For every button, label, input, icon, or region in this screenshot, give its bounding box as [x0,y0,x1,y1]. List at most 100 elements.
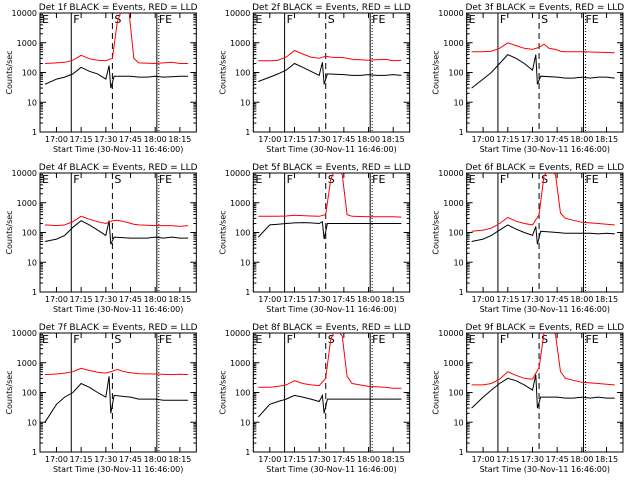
y-tick-label: 10 [453,98,463,107]
x-tick-label: 18:00 [144,295,167,304]
x-tick-label: 17:15 [70,135,93,144]
y-tick-label: 10000 [438,9,463,18]
x-tick-label: 17:30 [308,455,331,464]
x-axis-label: Start Time (30-Nov-11 16:46:00) [266,465,396,474]
interval-marker-label: FE [159,13,172,26]
x-tick-label: 17:00 [258,295,281,304]
x-tick-label: 17:00 [472,135,495,144]
interval-marker-label: F [500,173,506,186]
x-tick-label: 17:30 [94,455,117,464]
y-tick-label: 1000 [443,199,463,208]
y-tick-label: 10000 [438,169,463,178]
y-tick-label: 100 [448,69,463,78]
y-tick-label: 1 [459,448,464,457]
series-line-events [258,62,402,85]
x-tick-label: 18:00 [144,135,167,144]
y-tick-label: 1000 [230,39,250,48]
y-tick-label: 1 [245,448,250,457]
x-tick-label: 17:30 [308,295,331,304]
interval-marker-label: F [500,333,506,346]
interval-marker-label: E [469,333,476,346]
x-tick-label: 17:15 [283,295,306,304]
plot-frame [252,332,411,453]
interval-marker-label: E [42,333,49,346]
x-tick-label: 17:45 [546,295,569,304]
series-line-events [44,376,189,423]
y-axis-label: Counts/sec [432,370,441,414]
y-tick-label: 10000 [12,9,37,18]
panel-title: Det 5f BLACK = Events, RED = LLD [252,163,411,173]
panel-title: Det 1f BLACK = Events, RED = LLD [39,3,198,13]
series-line-lld [471,173,615,232]
x-tick-label: 18:15 [595,135,618,144]
series-line-events [471,53,615,89]
y-tick-label: 1000 [17,359,37,368]
series-line-events [471,374,615,409]
x-tick-label: 18:15 [382,135,405,144]
x-tick-label: 17:45 [119,135,142,144]
y-tick-label: 1000 [443,359,463,368]
y-tick-label: 10 [240,418,250,427]
x-tick-label: 18:00 [570,135,593,144]
x-tick-label: 18:15 [382,455,405,464]
x-axis-label: Start Time (30-Nov-11 16:46:00) [480,305,610,314]
y-tick-label: 10 [240,98,250,107]
series-line-events [257,220,402,240]
interval-marker-label: S [541,13,548,26]
interval-marker-label: FE [159,333,172,346]
interval-marker-label: E [255,173,262,186]
interval-marker-label: S [541,173,548,186]
x-tick-label: 17:00 [472,295,495,304]
interval-marker-label: FE [159,173,172,186]
x-tick-label: 17:15 [70,295,93,304]
chart-panel-4: Det 4f BLACK = Events, RED = LLD 1 10 100 10… [5,163,198,314]
chart-panel-7: Det 7f BLACK = Events, RED = LLD 1 10 100 10… [5,323,198,474]
y-axis-label: Counts/sec [432,50,441,94]
y-tick-label: 10 [27,418,37,427]
interval-marker-label: F [287,333,293,346]
y-tick-label: 1000 [230,199,250,208]
panel-title: Det 6f BLACK = Events, RED = LLD [465,163,624,173]
series-line-lld [258,49,402,62]
x-tick-label: 17:15 [283,455,306,464]
y-tick-label: 10000 [12,329,37,338]
series-line-events [44,220,189,245]
interval-marker-label: E [255,13,262,26]
plot-frame [39,12,197,133]
plot-frame [466,12,624,133]
x-axis-label: Start Time (30-Nov-11 16:46:00) [53,305,183,314]
interval-marker-label: FE [372,173,385,186]
x-axis-label: Start Time (30-Nov-11 16:46:00) [266,145,396,154]
y-tick-label: 100 [235,229,250,238]
x-tick-label: 17:15 [496,455,519,464]
x-tick-label: 17:45 [119,295,142,304]
x-axis-label: Start Time (30-Nov-11 16:46:00) [53,465,183,474]
interval-marker-label: F [73,173,79,186]
interval-marker-label: E [255,333,262,346]
x-tick-label: 17:00 [45,455,68,464]
x-tick-label: 17:30 [521,135,544,144]
x-tick-label: 17:15 [496,135,519,144]
x-tick-label: 17:15 [70,455,93,464]
y-tick-label: 1 [32,128,37,137]
y-axis-label: Counts/sec [5,370,14,414]
y-tick-label: 10 [27,98,37,107]
chart-panel-2: Det 2f BLACK = Events, RED = LLD 1 10 100 10… [218,3,411,154]
y-axis-label: Counts/sec [5,210,14,254]
x-tick-label: 17:15 [496,295,519,304]
chart-panel-8: Det 8f BLACK = Events, RED = LLD 1 10 100 10… [218,323,411,474]
plot-frame [39,332,197,453]
x-tick-label: 17:15 [283,135,306,144]
y-tick-label: 100 [22,229,37,238]
x-tick-label: 17:45 [546,135,569,144]
y-tick-label: 1 [32,448,37,457]
interval-marker-label: FE [585,13,598,26]
x-tick-label: 17:30 [94,295,117,304]
plot-frame [252,172,411,293]
x-tick-label: 17:30 [521,455,544,464]
x-tick-label: 17:45 [332,455,355,464]
interval-marker-label: F [287,13,293,26]
y-axis-label: Counts/sec [218,370,227,414]
y-tick-label: 100 [22,389,37,398]
